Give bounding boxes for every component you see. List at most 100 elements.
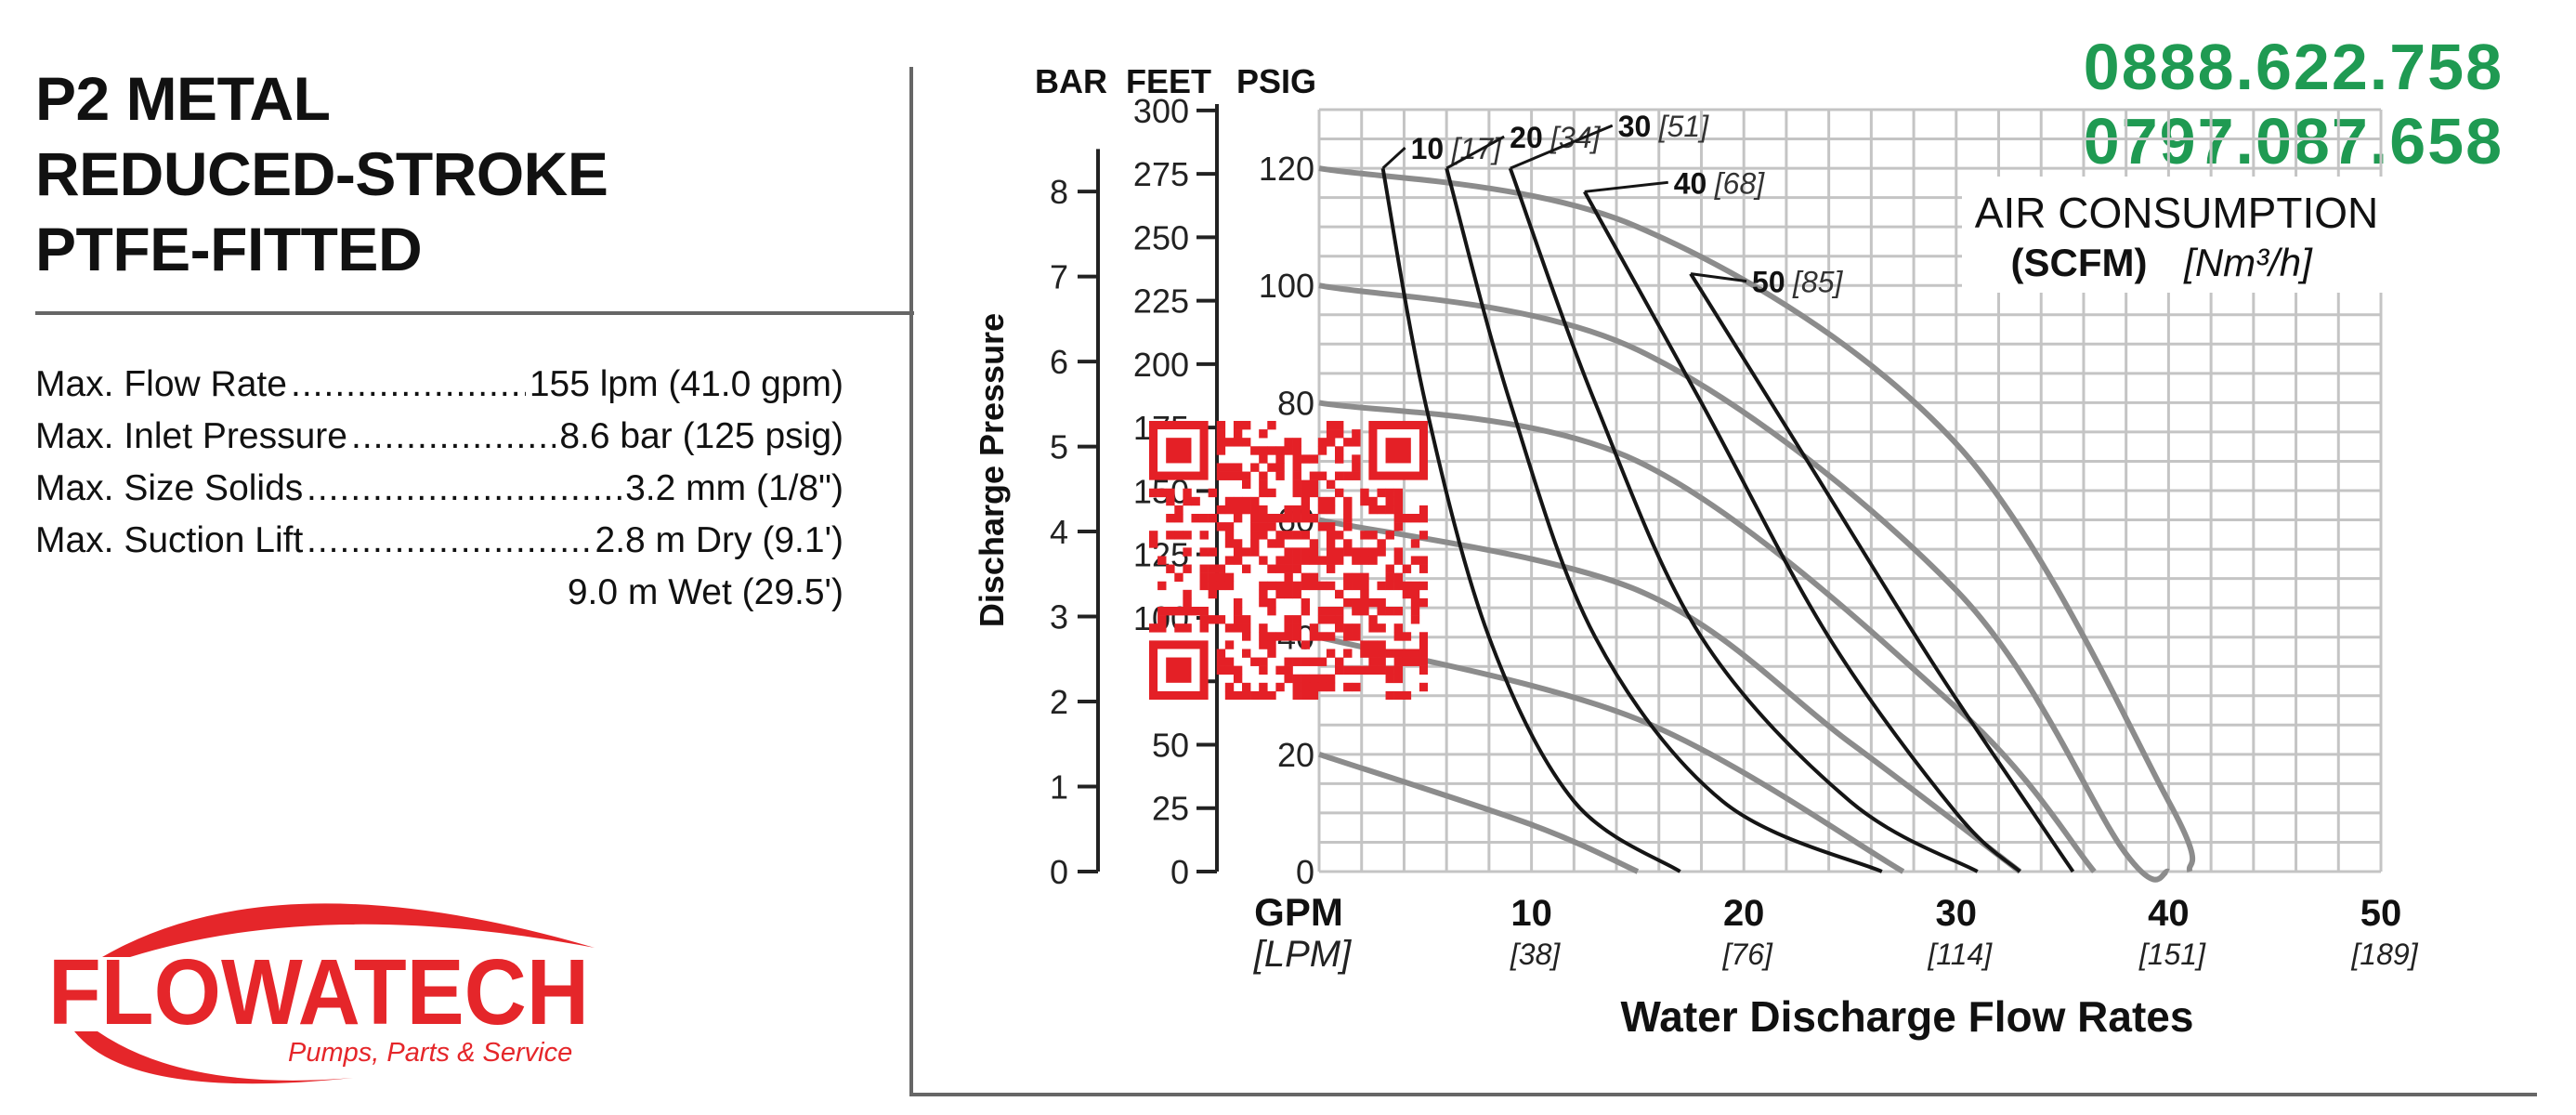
spec-label: Max. Inlet Pressure [35, 416, 347, 456]
spec-label: Max. Size Solids [35, 468, 304, 508]
chart-bottom-border [909, 1093, 2537, 1096]
qr-module [1183, 547, 1192, 557]
qr-module [1393, 665, 1404, 676]
qr-module [1326, 479, 1336, 490]
qr-module [1157, 623, 1167, 633]
qr-module [1360, 665, 1369, 676]
qr-module [1284, 514, 1293, 523]
qr-module [1267, 514, 1276, 523]
qr-module [1301, 607, 1311, 616]
qr-module [1352, 632, 1361, 641]
phone-number[interactable]: 0888.622.758 [2083, 31, 2504, 103]
qr-module [1317, 615, 1327, 624]
qr-module [1267, 539, 1276, 548]
qr-module [1368, 623, 1378, 633]
qr-module [1317, 505, 1327, 515]
qr-module [1393, 547, 1404, 557]
qr-module [1368, 496, 1378, 506]
qr-module [1292, 488, 1301, 498]
qr-module [1216, 665, 1226, 676]
psig-tick-label: 80 [1277, 384, 1314, 422]
qr-module [1343, 471, 1353, 480]
bar-tick-label: 5 [1050, 428, 1068, 466]
qr-module [1275, 564, 1285, 573]
qr-module [1233, 607, 1243, 616]
qr-module [1157, 615, 1167, 624]
qr-module [1393, 674, 1404, 684]
air-curve [1445, 167, 1883, 873]
qr-module [1410, 649, 1420, 658]
qr-module [1233, 597, 1243, 608]
qr-module [1284, 505, 1293, 515]
air-curve [1508, 167, 1979, 873]
qr-module [1309, 581, 1319, 591]
qr-module [1360, 488, 1369, 498]
qr-module [1149, 488, 1158, 498]
qr-module [1174, 531, 1183, 540]
qr-module [1233, 623, 1243, 633]
qr-module [1224, 682, 1235, 692]
qr-module [1284, 674, 1293, 684]
qr-module [1326, 429, 1336, 439]
qr-module [1385, 649, 1394, 658]
qr-module [1317, 556, 1327, 565]
qr-module [1343, 632, 1353, 641]
spec-value: 2.8 m Dry (9.1') [595, 520, 844, 560]
qr-module [1326, 496, 1336, 506]
qr-module [1309, 547, 1319, 557]
qr-module [1301, 640, 1311, 649]
air-legend-title: AIR CONSUMPTION [1975, 189, 2378, 237]
air-curve-label-alt: [51] [1658, 110, 1709, 143]
qr-module [1275, 463, 1285, 472]
qr-module [1301, 682, 1311, 692]
qr-module [1250, 531, 1260, 540]
qr-module [1174, 514, 1183, 523]
air-curve-label: 30 [1618, 110, 1652, 143]
qr-module [1259, 690, 1268, 700]
qr-module [1317, 674, 1327, 684]
qr-module [1309, 690, 1319, 700]
qr-module [1368, 505, 1378, 515]
qr-module [1343, 547, 1353, 557]
qr-module [1335, 547, 1344, 557]
qr-module [1208, 547, 1218, 557]
qr-module [1174, 505, 1183, 515]
qr-module [1360, 649, 1369, 658]
qr-module [1352, 471, 1361, 480]
air-curve [1583, 190, 2021, 873]
qr-module [1199, 607, 1209, 616]
qr-module [1284, 438, 1293, 447]
qr-module [1393, 556, 1404, 565]
qr-module [1183, 531, 1192, 540]
qr-module [1377, 539, 1386, 548]
qr-module [1267, 463, 1276, 472]
qr-module [1224, 581, 1235, 591]
qr-module [1309, 632, 1319, 641]
qr-module [1259, 623, 1268, 633]
qr-module [1292, 632, 1301, 641]
x-axis-title: Water Discharge Flow Rates [1621, 992, 2194, 1041]
qr-module [1242, 479, 1251, 490]
x-tick-label-alt: [38] [1510, 938, 1561, 971]
title-line: P2 METAL [35, 64, 331, 133]
phone-number[interactable]: 0797.087.658 [2083, 105, 2504, 177]
qr-module [1224, 471, 1235, 480]
qr-module [1360, 607, 1369, 616]
qr-module [1352, 572, 1361, 583]
qr-module [1284, 632, 1293, 641]
qr-module [1419, 556, 1428, 565]
qr-module [1419, 640, 1428, 649]
qr-module [1309, 488, 1319, 498]
spec-row: Max. Suction Lift ......................… [35, 515, 843, 567]
qr-module [1326, 564, 1336, 573]
qr-module [1352, 623, 1361, 633]
qr-module [1275, 632, 1285, 641]
qr-module [1393, 581, 1404, 591]
qr-module [1199, 615, 1209, 624]
x-tick-label-alt: [114] [1927, 938, 1993, 971]
qr-code [1149, 421, 1428, 700]
bar-tick-label: 8 [1050, 173, 1068, 211]
qr-module [1216, 438, 1226, 447]
air-curve-label: 40 [1674, 166, 1707, 200]
qr-module [1174, 607, 1183, 616]
